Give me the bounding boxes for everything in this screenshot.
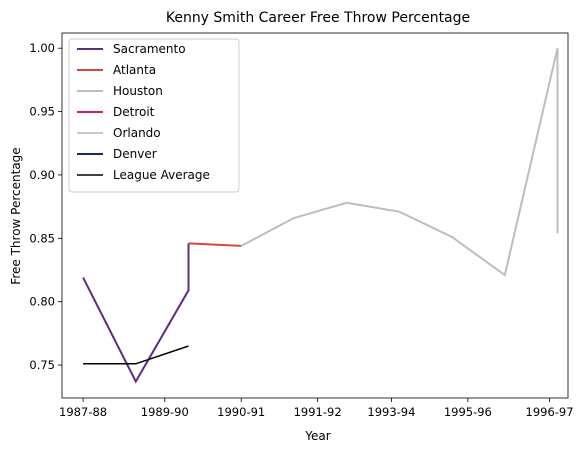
- legend-label-atlanta: Atlanta: [113, 63, 156, 77]
- y-tick-label: 0.95: [29, 105, 55, 119]
- y-tick-label: 0.80: [29, 295, 55, 309]
- x-tick-label: 1995-96: [444, 405, 492, 419]
- x-axis-ticks: 1987-88 1989-90 1990-91 1991-92 1993-94 1995-…: [59, 398, 574, 419]
- x-tick-label: 1991-92: [294, 405, 342, 419]
- y-axis-label: Free Throw Percentage: [9, 147, 23, 284]
- x-tick-label: 1993-94: [367, 405, 415, 419]
- y-tick-label: 1.00: [29, 41, 55, 55]
- legend-box: [68, 38, 240, 193]
- legend-label-sacramento: Sacramento: [113, 42, 186, 56]
- x-tick-label: 1989-90: [141, 405, 189, 419]
- x-tick-label: 1996-97: [526, 405, 574, 419]
- legend: Sacramento Atlanta Houston Detroit Orlando De…: [68, 38, 240, 193]
- series-line-league-average: [83, 345, 189, 365]
- plot-lines: [82, 47, 559, 384]
- x-tick-label: 1990-91: [217, 405, 265, 419]
- y-tick-label: 0.90: [29, 168, 55, 182]
- legend-label-denver: Denver: [113, 147, 157, 161]
- legend-label-detroit: Detroit: [113, 105, 155, 119]
- legend-label-houston: Houston: [113, 84, 163, 98]
- y-tick-label: 0.85: [29, 231, 55, 245]
- chart-title: Kenny Smith Career Free Throw Percentage: [166, 10, 470, 26]
- legend-label-orlando: Orlando: [113, 126, 161, 140]
- series-line-houston: [240, 47, 559, 277]
- series-line-sacramento: [82, 243, 190, 384]
- x-tick-label: 1987-88: [59, 405, 107, 419]
- legend-label-league-average: League Average: [113, 168, 210, 182]
- series-line-atlanta: [188, 242, 242, 247]
- y-axis-ticks: 0.75 0.80 0.85 0.90 0.95 1.00: [29, 41, 62, 372]
- y-tick-label: 0.75: [29, 358, 55, 372]
- x-axis-label: Year: [304, 429, 330, 443]
- plot-frame: [61, 32, 569, 399]
